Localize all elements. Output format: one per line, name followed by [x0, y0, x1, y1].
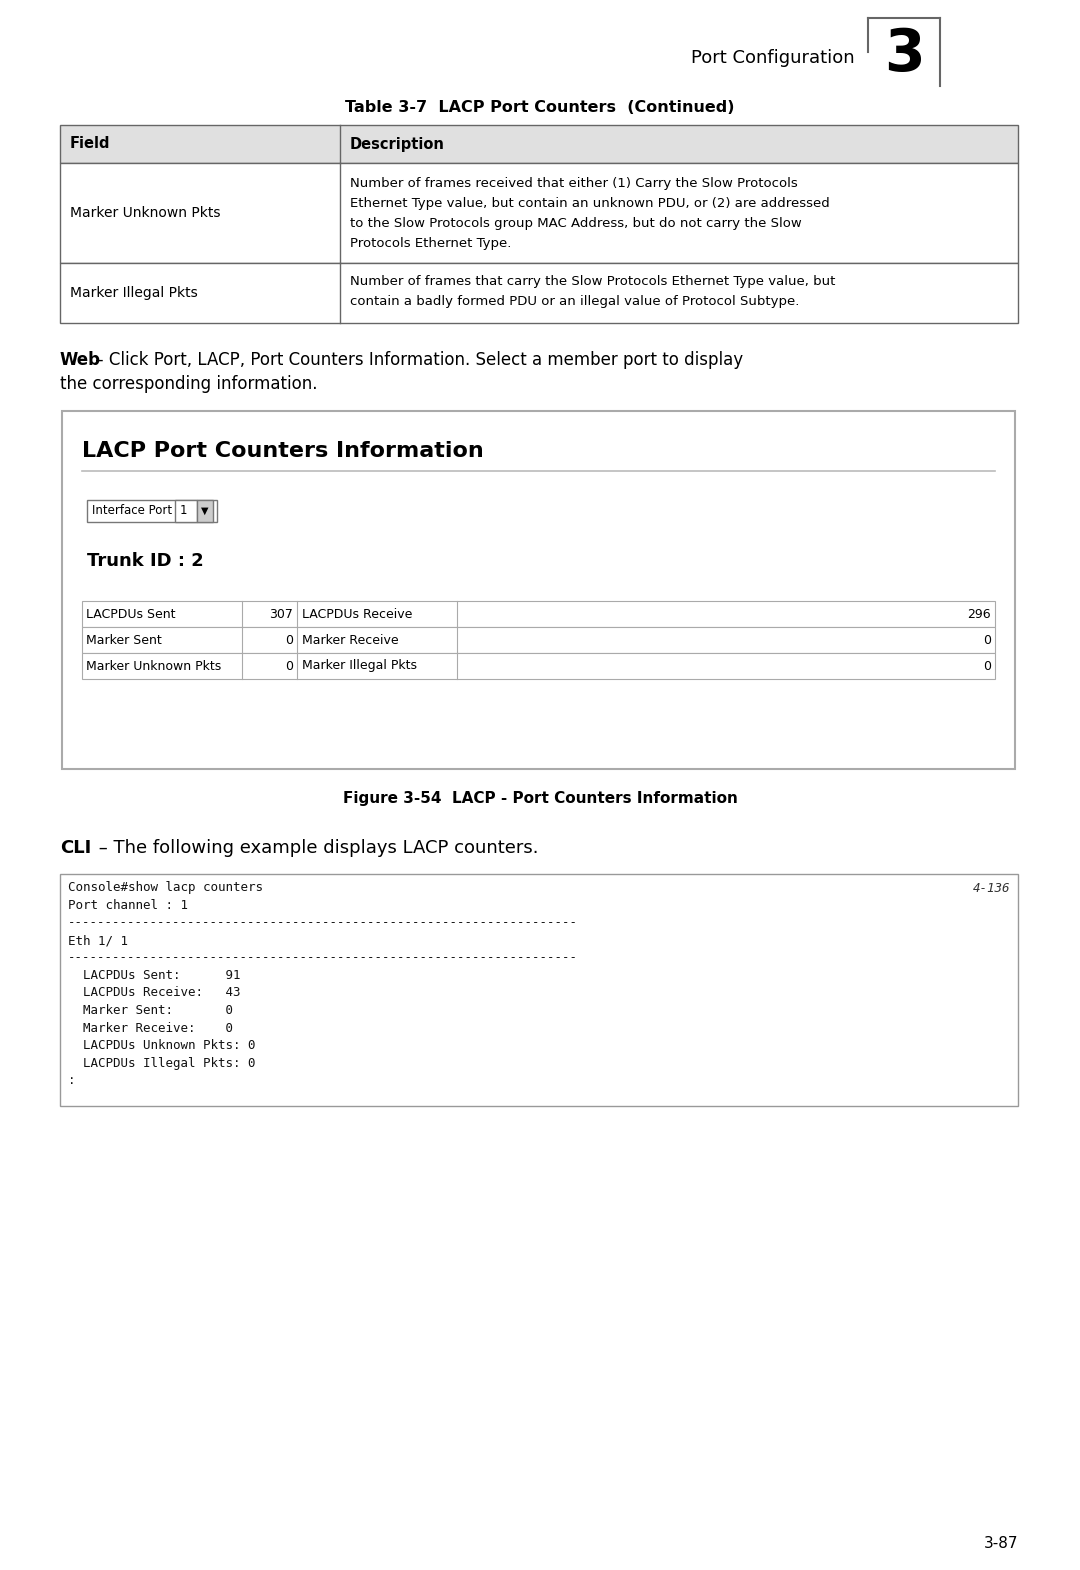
- Text: 1: 1: [180, 504, 188, 518]
- Text: 0: 0: [285, 634, 293, 647]
- Text: Table 3-7  LACP Port Counters  (Continued): Table 3-7 LACP Port Counters (Continued): [346, 100, 734, 116]
- Bar: [60, 874, 1018, 1105]
- Text: 0: 0: [983, 634, 991, 647]
- Text: Figure 3-54  LACP - Port Counters Information: Figure 3-54 LACP - Port Counters Informa…: [342, 791, 738, 807]
- Text: the corresponding information.: the corresponding information.: [60, 375, 318, 392]
- Text: Number of frames received that either (1) Carry the Slow Protocols: Number of frames received that either (1…: [350, 177, 798, 190]
- Text: Port Configuration: Port Configuration: [691, 49, 855, 68]
- Bar: [60, 163, 1018, 264]
- Text: LACPDUs Sent:      91: LACPDUs Sent: 91: [68, 969, 241, 981]
- Bar: [82, 601, 995, 626]
- Text: 4-136: 4-136: [972, 881, 1010, 895]
- Text: Marker Receive:    0: Marker Receive: 0: [68, 1022, 233, 1035]
- Text: --------------------------------------------------------------------: ----------------------------------------…: [68, 917, 578, 929]
- Text: 296: 296: [968, 608, 991, 620]
- Text: 0: 0: [983, 659, 991, 672]
- Text: LACP Port Counters Information: LACP Port Counters Information: [82, 441, 484, 462]
- Text: Console#show lacp counters: Console#show lacp counters: [68, 881, 264, 895]
- Text: 307: 307: [269, 608, 293, 620]
- Text: :: :: [68, 1074, 76, 1086]
- Text: 3-87: 3-87: [984, 1535, 1018, 1551]
- Text: --------------------------------------------------------------------: ----------------------------------------…: [68, 951, 578, 964]
- Text: Marker Illegal Pkts: Marker Illegal Pkts: [70, 286, 198, 300]
- Text: Web: Web: [60, 352, 102, 369]
- Text: ▼: ▼: [201, 506, 208, 517]
- Text: Number of frames that carry the Slow Protocols Ethernet Type value, but: Number of frames that carry the Slow Pro…: [350, 275, 835, 287]
- Text: Marker Sent: Marker Sent: [86, 634, 162, 647]
- Bar: [82, 653, 995, 678]
- Bar: [82, 626, 995, 653]
- Text: to the Slow Protocols group MAC Address, but do not carry the Slow: to the Slow Protocols group MAC Address,…: [350, 217, 801, 229]
- Bar: [175, 499, 197, 521]
- Text: 0: 0: [285, 659, 293, 672]
- Text: Field: Field: [70, 137, 110, 151]
- Text: Marker Unknown Pkts: Marker Unknown Pkts: [86, 659, 221, 672]
- Text: Marker Sent:       0: Marker Sent: 0: [68, 1003, 233, 1017]
- Bar: [60, 264, 1018, 323]
- Text: 3: 3: [883, 27, 924, 83]
- Bar: [197, 499, 213, 521]
- Text: Eth 1/ 1: Eth 1/ 1: [68, 934, 129, 947]
- Text: Ethernet Type value, but contain an unknown PDU, or (2) are addressed: Ethernet Type value, but contain an unkn…: [350, 196, 829, 210]
- Text: Interface Port: Interface Port: [92, 504, 172, 518]
- Text: LACPDUs Unknown Pkts: 0: LACPDUs Unknown Pkts: 0: [68, 1039, 256, 1052]
- Text: contain a badly formed PDU or an illegal value of Protocol Subtype.: contain a badly formed PDU or an illegal…: [350, 295, 799, 308]
- Text: – Click Port, LACP, Port Counters Information. Select a member port to display: – Click Port, LACP, Port Counters Inform…: [90, 352, 743, 369]
- Text: Marker Unknown Pkts: Marker Unknown Pkts: [70, 206, 220, 220]
- Bar: [62, 411, 1015, 769]
- Text: Port channel : 1: Port channel : 1: [68, 900, 188, 912]
- Text: LACPDUs Receive:   43: LACPDUs Receive: 43: [68, 986, 241, 1000]
- Bar: [60, 126, 1018, 163]
- Text: CLI: CLI: [60, 838, 91, 857]
- Text: Marker Illegal Pkts: Marker Illegal Pkts: [302, 659, 417, 672]
- Text: Protocols Ethernet Type.: Protocols Ethernet Type.: [350, 237, 511, 250]
- Text: LACPDUs Sent: LACPDUs Sent: [86, 608, 175, 620]
- Text: LACPDUs Receive: LACPDUs Receive: [302, 608, 413, 620]
- Text: – The following example displays LACP counters.: – The following example displays LACP co…: [93, 838, 539, 857]
- Text: Marker Receive: Marker Receive: [302, 634, 399, 647]
- Text: Trunk ID : 2: Trunk ID : 2: [87, 553, 204, 570]
- Text: LACPDUs Illegal Pkts: 0: LACPDUs Illegal Pkts: 0: [68, 1057, 256, 1069]
- Bar: [87, 499, 217, 521]
- Text: Description: Description: [350, 137, 445, 151]
